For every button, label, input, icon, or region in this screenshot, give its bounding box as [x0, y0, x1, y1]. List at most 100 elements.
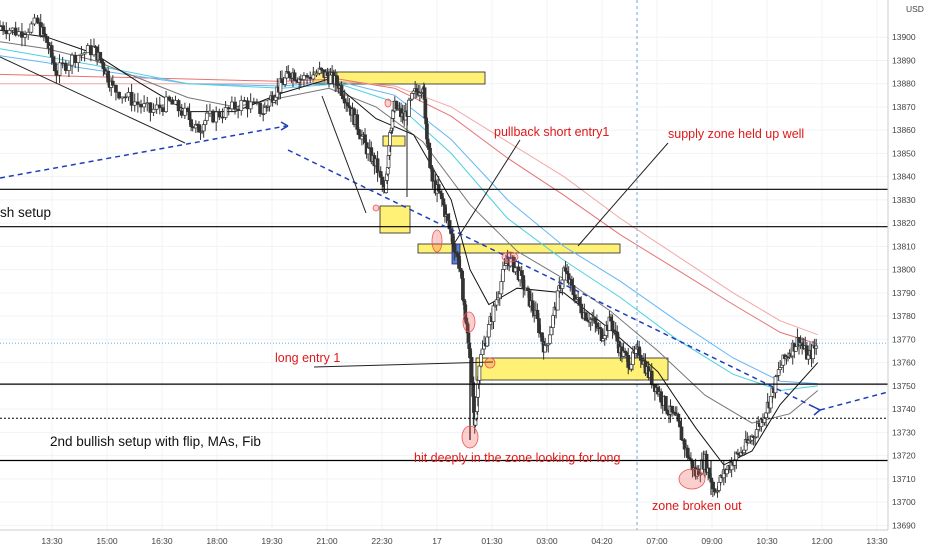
candle-body [123, 96, 128, 99]
candle-body [1, 25, 5, 31]
candle-body [610, 320, 615, 331]
price-axis[interactable]: USD 13900 13890 13880 13870 13860 13850 13840 1… [887, 0, 932, 530]
y-tick-label: 13830 [892, 195, 916, 205]
candle-body [341, 95, 345, 100]
candle-body [110, 80, 115, 86]
candle-body [248, 101, 253, 110]
candle-body [450, 233, 455, 244]
candle-body [414, 88, 419, 93]
candle-body [85, 45, 90, 54]
candle-body [187, 111, 192, 121]
highlight-ellipse [501, 251, 519, 263]
candle-body [70, 54, 74, 66]
x-tick-label: 22:30 [371, 536, 393, 546]
candle-body [436, 184, 441, 192]
y-tick-label: 13810 [892, 241, 916, 251]
candle-body [151, 108, 156, 113]
candle-body [223, 107, 228, 118]
candle-body [43, 33, 48, 37]
candle-body [663, 396, 668, 411]
y-tick-label: 13900 [892, 32, 916, 42]
candle-body [577, 297, 582, 305]
candle-body [563, 267, 568, 272]
candle-body [16, 31, 21, 36]
candle-body [148, 102, 153, 113]
arrow-head-mid-b [813, 409, 821, 416]
candle-body [230, 101, 234, 110]
candle-body [535, 309, 540, 319]
candle-body [676, 413, 681, 422]
highlight-ellipse [431, 229, 443, 253]
candle-body [173, 100, 178, 105]
candle-body [543, 344, 548, 353]
x-tick-label: 19:30 [261, 536, 283, 546]
x-tick-label: 17 [432, 536, 442, 546]
candle-body [375, 158, 380, 174]
trendline-left-down [0, 56, 186, 144]
candle-body [345, 102, 350, 107]
candle-body [106, 70, 110, 83]
candle-body [649, 370, 654, 385]
candle-body [555, 290, 560, 311]
candle-body [764, 412, 768, 419]
candle-body [32, 17, 37, 25]
candle-body [52, 62, 57, 72]
candle-body [626, 354, 631, 368]
candle-body [602, 335, 607, 340]
time-axis[interactable]: 13:30 15:00 16:30 18:00 19:30 21:00 22:30 17 01:… [0, 529, 888, 546]
arrow-head-mid-a [811, 405, 821, 411]
y-tick-label: 13850 [892, 148, 916, 158]
candle-body [521, 275, 526, 289]
yellow-zone [379, 205, 411, 234]
candle-body [217, 111, 222, 118]
y-tick-label: 13740 [892, 404, 916, 414]
candle-body [63, 62, 68, 71]
dashed-arrow-right [819, 391, 889, 411]
candle-body [267, 99, 272, 107]
candle-body [29, 23, 34, 33]
annotation-long-entry: long entry 1 [275, 351, 340, 365]
candle-body [457, 255, 461, 269]
candle-body [54, 70, 59, 76]
candle-body [665, 410, 670, 415]
candle-body [233, 101, 237, 110]
candle-body [742, 449, 747, 454]
candle-body [211, 110, 215, 123]
candle-body [35, 17, 40, 23]
candle-body [499, 281, 504, 295]
annotations: sh setup pullback short entry1 supply zo… [0, 125, 804, 513]
candle-body [494, 299, 499, 306]
candle-body [145, 102, 150, 105]
candle-body [129, 92, 134, 106]
candle-body [682, 439, 687, 450]
candle-body [161, 107, 165, 112]
candle-body [584, 312, 588, 321]
candle-body [380, 176, 385, 185]
dashed-arrow-left [0, 125, 287, 179]
candle-body [67, 64, 71, 71]
candle-body [136, 101, 140, 105]
candle-body [51, 56, 56, 64]
currency-label: USD [906, 4, 924, 14]
y-tick-label: 13760 [892, 358, 916, 368]
candle-body [502, 265, 507, 270]
candle-body [132, 101, 137, 106]
candle-body [334, 75, 339, 85]
candle-body [446, 214, 450, 221]
candle-body [615, 331, 620, 342]
candle-body [461, 278, 465, 301]
candle-body [637, 346, 642, 356]
annotation-supply-zone: supply zone held up well [668, 127, 804, 141]
candle-body [183, 107, 187, 116]
x-tick-label: 10:30 [756, 536, 778, 546]
candle-body [179, 110, 184, 116]
candle-body [768, 395, 773, 409]
candle-body [679, 426, 684, 441]
candle-body [302, 75, 306, 80]
y-tick-label: 13710 [892, 474, 916, 484]
candle-body [629, 364, 634, 370]
candle-body [280, 78, 284, 84]
trend-drawings [0, 56, 889, 490]
yellow-zone [417, 243, 621, 254]
